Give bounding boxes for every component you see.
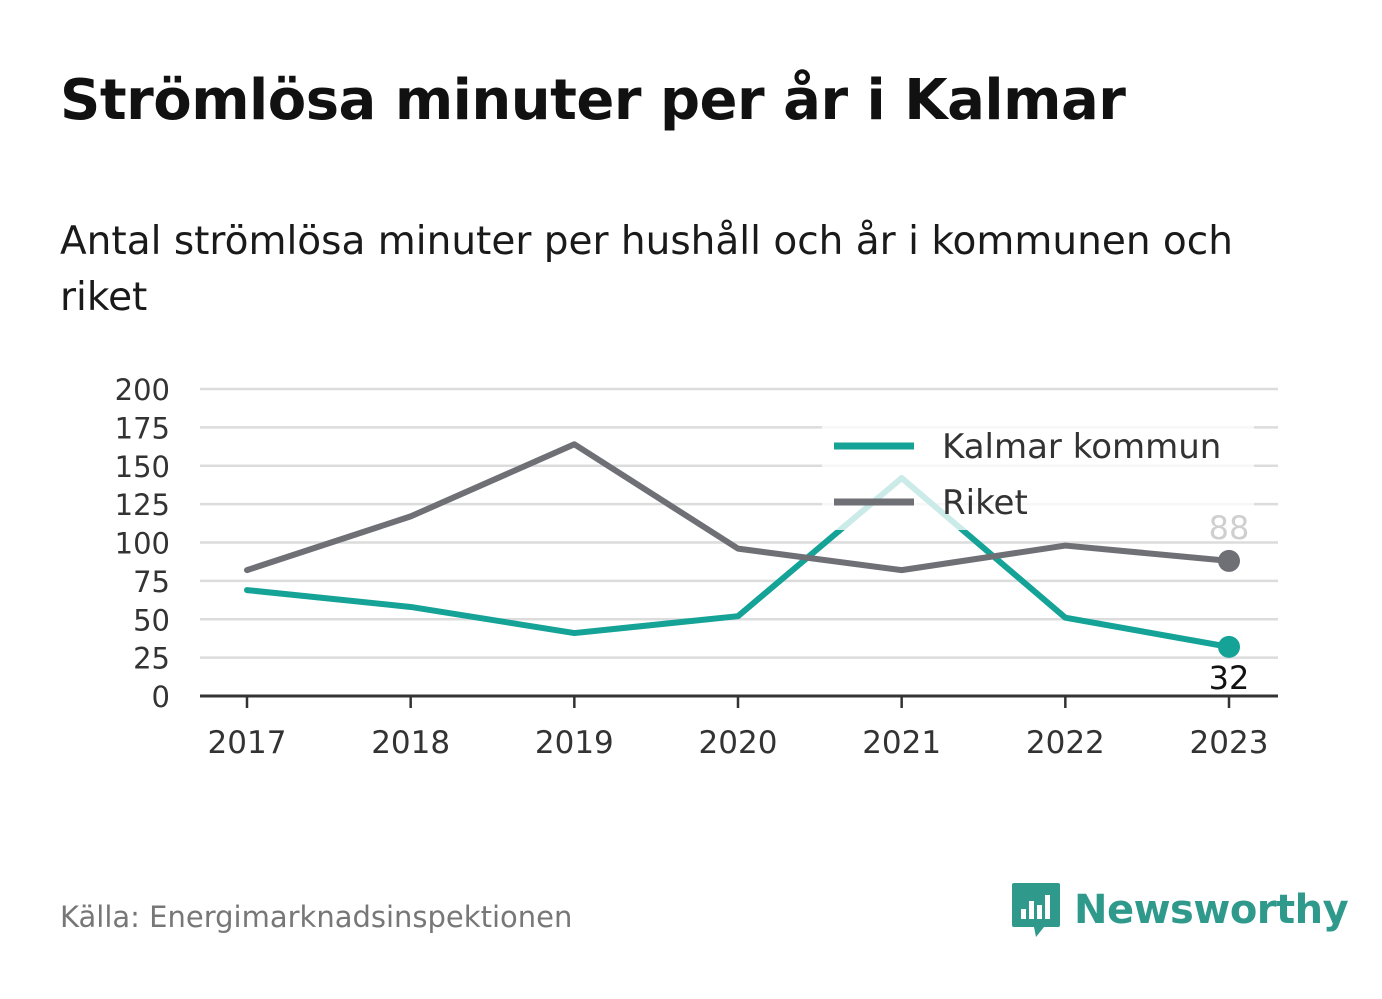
source-note: Källa: Energimarknadsinspektionen (60, 900, 573, 934)
newsworthy-logo-icon (1012, 883, 1060, 937)
brand-logo: Newsworthy (1010, 880, 1349, 940)
series-line-riket (244, 441, 1232, 574)
legend: Kalmar kommun Riket (822, 418, 1254, 530)
legend-label: Kalmar kommun (942, 427, 1221, 467)
y-tick-label: 50 (133, 603, 170, 637)
y-tick-label: 150 (115, 450, 170, 484)
chart-title: Strömlösa minuter per år i Kalmar (60, 68, 1126, 133)
y-axis-ticks: 0 25 50 75 100 125 150 175 200 (115, 373, 170, 714)
end-label-riket: 88 (1209, 509, 1250, 547)
brand-name: Newsworthy (1074, 887, 1349, 933)
series-lines (244, 441, 1240, 658)
x-tick-label: 2019 (535, 725, 614, 761)
legend-label: Riket (942, 483, 1028, 523)
chart-subtitle: Antal strömlösa minuter per hushåll och … (60, 219, 1233, 320)
x-tick-label: 2018 (371, 725, 450, 761)
end-label-kalmar: 32 (1209, 659, 1250, 697)
y-tick-label: 200 (115, 373, 170, 407)
x-tick-label: 2021 (862, 725, 941, 761)
legend-box (822, 418, 1254, 530)
y-tick-label: 75 (133, 565, 170, 599)
y-tick-label: 25 (133, 642, 170, 676)
data-point (1218, 549, 1240, 572)
y-tick-label: 0 (152, 680, 170, 714)
y-tick-label: 175 (115, 411, 170, 445)
x-tick-label: 2020 (699, 725, 778, 761)
y-tick-label: 125 (115, 488, 170, 522)
x-tick-label: 2017 (208, 725, 287, 761)
data-point (1218, 635, 1240, 658)
end-labels: 32 88 (1207, 507, 1251, 697)
x-tick-label: 2023 (1190, 725, 1269, 761)
y-tick-label: 100 (115, 527, 170, 561)
x-tick-label: 2022 (1026, 725, 1105, 761)
series-line-kalmar (244, 475, 1232, 650)
x-axis-ticks: 2017 2018 2019 2020 2021 2022 2023 (208, 696, 1269, 761)
